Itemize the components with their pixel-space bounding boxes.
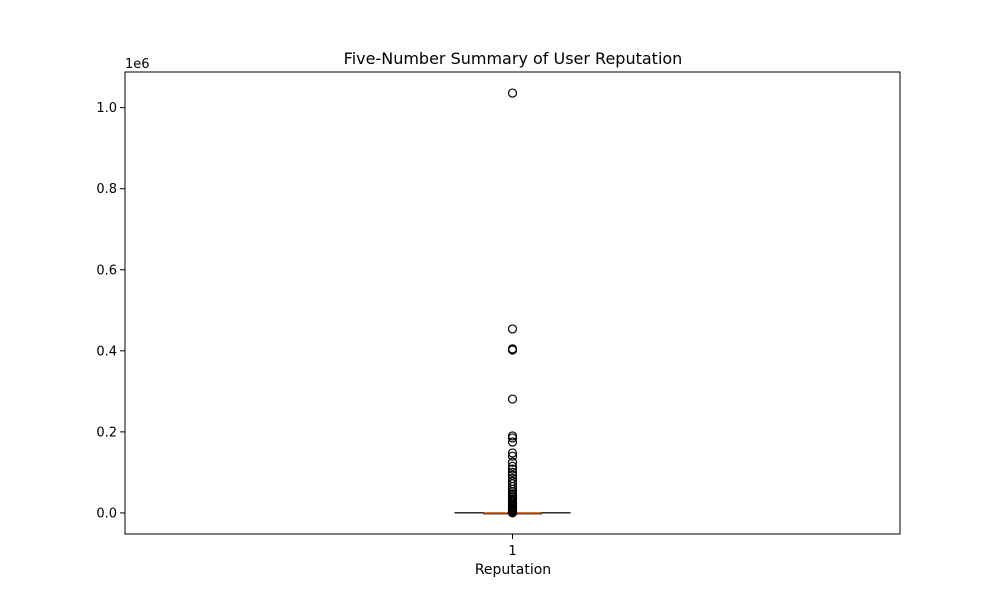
y-tick-label: 0.4 [96, 344, 117, 359]
outlier-series [507, 88, 518, 518]
outlier-point [507, 437, 518, 447]
outlier-point [507, 467, 518, 477]
outlier-point [507, 345, 518, 355]
y-tick-label: 0.0 [96, 506, 117, 521]
outlier-point [507, 461, 518, 471]
y-tick-label: 0.2 [96, 425, 117, 440]
x-tick-label: 1 [508, 544, 516, 559]
outlier-point [507, 457, 518, 467]
x-axis: 1 [508, 534, 517, 559]
y-tick-label: 1.0 [96, 101, 117, 116]
outlier-point [507, 324, 518, 334]
outlier-point [507, 88, 518, 98]
outlier-point [507, 433, 518, 443]
outlier-point [507, 394, 518, 404]
x-axis-label: Reputation [475, 562, 551, 578]
outlier-point [507, 464, 518, 474]
y-axis-offset-label: 1e6 [125, 57, 150, 72]
y-axis: 0.0 0.2 0.4 0.6 0.8 1.0 [96, 101, 125, 521]
chart-title: Five-Number Summary of User Reputation [344, 49, 683, 68]
y-tick-label: 0.6 [96, 263, 117, 278]
outlier-point [507, 451, 518, 461]
y-tick-label: 0.8 [96, 182, 117, 197]
outlier-point [507, 481, 518, 492]
outlier-point [507, 508, 518, 518]
outlier-point [507, 448, 518, 458]
